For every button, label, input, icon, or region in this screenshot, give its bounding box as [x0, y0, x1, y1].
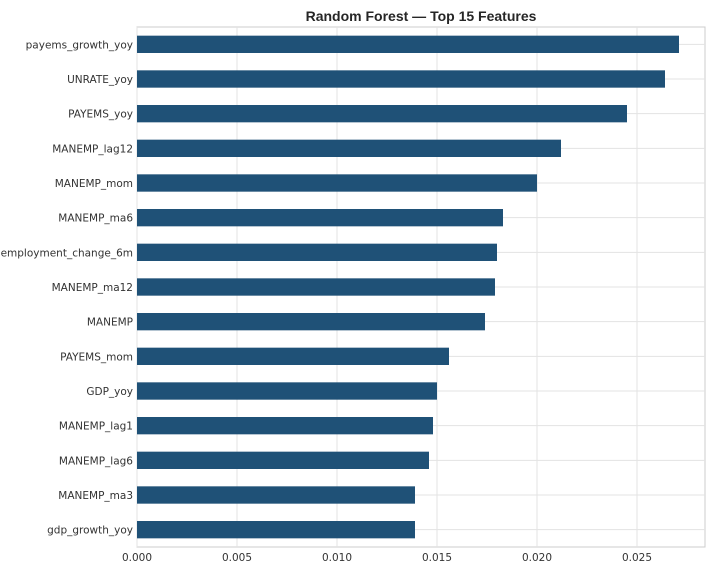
y-tick-label: PAYEMS_mom — [60, 351, 133, 363]
bar — [137, 174, 537, 192]
y-tick-label: MANEMP_lag1 — [59, 421, 133, 433]
y-tick-label: UNRATE_yoy — [67, 74, 133, 86]
y-tick-label: GDP_yoy — [86, 386, 133, 398]
bar — [137, 486, 415, 504]
bar — [137, 105, 627, 123]
y-tick-label: MANEMP_ma12 — [52, 282, 133, 294]
x-tick-label: 0.015 — [422, 552, 452, 564]
bar — [137, 243, 497, 261]
y-tick-label: PAYEMS_yoy — [68, 109, 133, 121]
bar — [137, 139, 561, 157]
bar — [137, 70, 665, 88]
bar — [137, 35, 679, 53]
bar — [137, 451, 429, 469]
bar — [137, 521, 415, 539]
bar — [137, 347, 449, 365]
bar — [137, 382, 437, 400]
y-tick-label: MANEMP_ma3 — [58, 490, 133, 502]
x-axis-ticks: 0.000 0.005 0.010 0.015 0.020 0.025 — [122, 552, 652, 564]
y-tick-label: MANEMP_lag12 — [52, 143, 133, 155]
y-tick-label: gdp_growth_yoy — [47, 525, 133, 537]
y-tick-label: payems_growth_yoy — [26, 39, 133, 51]
x-tick-label: 0.010 — [322, 552, 352, 564]
x-tick-label: 0.000 — [122, 552, 152, 564]
y-tick-label: MANEMP_ma6 — [58, 213, 133, 225]
y-tick-label: unemployment_change_6m — [0, 247, 133, 259]
x-tick-label: 0.005 — [222, 552, 252, 564]
y-tick-label: MANEMP — [87, 317, 133, 329]
bar — [137, 313, 485, 331]
x-tick-label: 0.025 — [622, 552, 652, 564]
bar — [137, 209, 503, 227]
y-tick-label: MANEMP_mom — [55, 178, 133, 190]
y-axis-ticks: payems_growth_yoy UNRATE_yoy PAYEMS_yoy MAN… — [0, 39, 133, 536]
x-tick-label: 0.020 — [522, 552, 552, 564]
bar — [137, 417, 433, 435]
chart-title: Random Forest — Top 15 Features — [306, 8, 537, 24]
bar — [137, 278, 495, 296]
y-tick-label: MANEMP_lag6 — [59, 455, 133, 467]
bars — [137, 35, 679, 539]
